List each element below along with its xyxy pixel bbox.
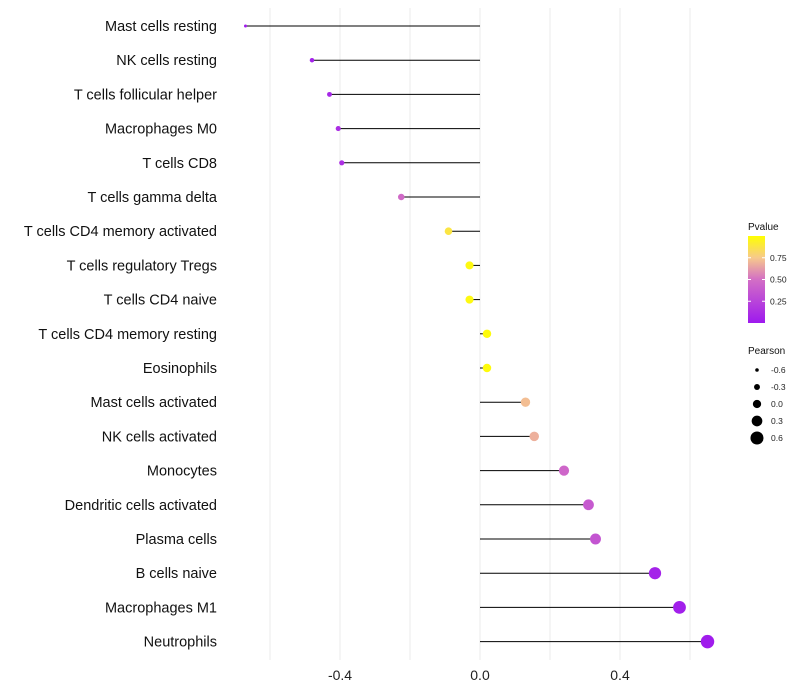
- category-label: T cells follicular helper: [74, 87, 217, 103]
- category-label: Plasma cells: [136, 532, 217, 548]
- category-label: Neutrophils: [144, 635, 217, 651]
- lollipop-point: [444, 227, 453, 235]
- pearson-legend-label: 0.6: [771, 433, 783, 443]
- lollipop-point: [558, 465, 570, 476]
- lollipop-points: [244, 24, 715, 649]
- pearson-legend-dot: [751, 415, 763, 427]
- lollipop-point: [482, 329, 492, 339]
- lollipop-point: [465, 295, 474, 304]
- x-axis-tick-labels: -0.4 0.0 0.4: [328, 667, 630, 683]
- lollipop-point: [482, 363, 492, 373]
- category-label: NK cells resting: [116, 53, 217, 69]
- category-label: Monocytes: [147, 464, 217, 480]
- category-label: Macrophages M1: [105, 600, 217, 616]
- pearson-legend-label: -0.6: [771, 365, 786, 375]
- lollipop-point: [590, 533, 601, 545]
- category-label: NK cells activated: [102, 429, 217, 445]
- pearson-legend-label: -0.3: [771, 382, 786, 392]
- category-label: B cells naive: [136, 566, 217, 582]
- pearson-legend: Pearson -0.6 -0.3 0.0 0.3 0.6: [748, 346, 786, 445]
- pearson-legend-dot: [754, 384, 760, 390]
- category-label: T cells CD4 memory resting: [38, 327, 217, 343]
- category-label: Macrophages M0: [105, 122, 217, 138]
- category-label: Eosinophils: [143, 361, 217, 377]
- category-label: T cells CD8: [142, 156, 217, 172]
- x-tick-label: 0.0: [470, 667, 490, 683]
- x-tick-label: -0.4: [328, 667, 352, 683]
- pearson-legend-dot: [750, 431, 764, 445]
- category-label: T cells CD4 naive: [104, 293, 217, 309]
- pvalue-colorbar: [748, 236, 765, 323]
- lollipop-point: [700, 634, 715, 649]
- pvalue-legend-label: 0.50: [770, 275, 787, 285]
- pvalue-legend-label: 0.75: [770, 253, 787, 263]
- lollipop-stems: [245, 25, 708, 643]
- pearson-legend-title: Pearson: [748, 346, 785, 357]
- lollipop-point: [583, 499, 594, 511]
- lollipop-point: [327, 91, 332, 97]
- lollipop-point: [529, 431, 540, 442]
- x-tick-label: 0.4: [610, 667, 630, 683]
- category-labels: Mast cells resting NK cells resting T cell…: [24, 19, 218, 651]
- lollipop-point: [520, 397, 531, 407]
- lollipop-point: [465, 261, 474, 270]
- lollipop-point: [309, 57, 315, 63]
- pvalue-legend-label: 0.25: [770, 296, 787, 306]
- category-label: Mast cells resting: [105, 19, 217, 35]
- pvalue-legend-title: Pvalue: [748, 222, 779, 233]
- lollipop-point: [648, 567, 662, 580]
- category-label: Dendritic cells activated: [65, 498, 217, 514]
- category-label: Mast cells activated: [90, 395, 217, 411]
- category-label: T cells gamma delta: [88, 190, 218, 206]
- lollipop-point: [397, 193, 405, 201]
- lollipop-point: [244, 24, 247, 28]
- pearson-legend-label: 0.3: [771, 416, 783, 426]
- pearson-legend-dot: [755, 368, 759, 372]
- pearson-legend-label: 0.0: [771, 399, 783, 409]
- pvalue-legend: Pvalue 0.25 0.50 0.75: [748, 222, 787, 323]
- category-label: T cells CD4 memory activated: [24, 224, 217, 240]
- lollipop-point: [335, 126, 341, 132]
- pearson-legend-dot: [752, 399, 762, 409]
- lollipop-point: [673, 601, 686, 614]
- lollipop-point: [339, 160, 345, 166]
- category-label: T cells regulatory Tregs: [67, 258, 217, 274]
